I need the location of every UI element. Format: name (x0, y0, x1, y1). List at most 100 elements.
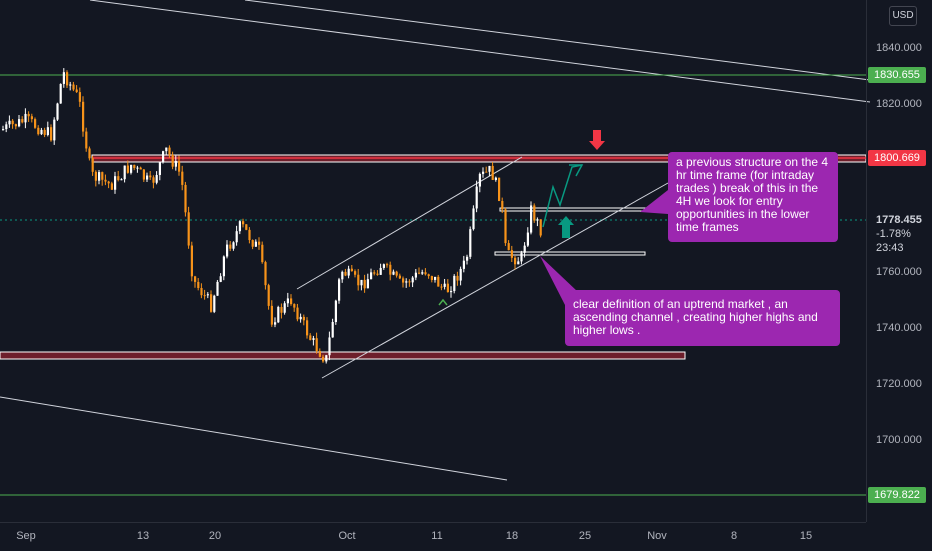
candle-body (107, 181, 110, 184)
candle-body (251, 240, 254, 247)
candle-body (354, 271, 357, 275)
current-price-change: -1.78% (876, 228, 911, 240)
candle-body (389, 264, 392, 275)
candle-body (526, 232, 529, 246)
price-tag-resistance: 1800.669 (868, 150, 926, 166)
candle-body (200, 287, 203, 296)
candle-body (126, 165, 129, 173)
candle-body (382, 264, 385, 268)
candle-body (299, 316, 302, 320)
candle-body (27, 113, 30, 117)
candle-body (178, 161, 181, 172)
candle-body (309, 335, 312, 340)
projection-path[interactable] (542, 164, 583, 228)
price-tag-lower-green: 1679.822 (868, 487, 926, 503)
candle-body (360, 279, 363, 286)
time-axis[interactable] (0, 522, 866, 551)
date-tick-label: 15 (799, 530, 813, 542)
candle-body (379, 267, 382, 275)
candlestick-series (2, 68, 542, 364)
candle-body (75, 89, 78, 93)
trendline-bottom[interactable] (0, 396, 508, 481)
candle-body (242, 221, 245, 225)
candle-body (373, 272, 376, 274)
candle-body (296, 307, 299, 320)
range-box-upper[interactable] (499, 207, 651, 212)
candle-body (133, 164, 136, 169)
candle-body (24, 113, 27, 123)
candle-body (485, 171, 488, 173)
candle-body (181, 171, 184, 185)
candle-body (491, 165, 494, 180)
candle-body (434, 276, 437, 280)
candle-body (53, 119, 56, 141)
candle-body (184, 184, 187, 213)
candle-body (482, 171, 485, 174)
candle-body (120, 179, 123, 181)
candle-body (155, 174, 158, 183)
candle-body (536, 219, 539, 221)
candle-body (290, 298, 293, 305)
candle-body (206, 294, 209, 296)
candle-body (14, 124, 17, 127)
candle-body (91, 158, 94, 172)
candle-body (270, 305, 273, 325)
candle-body (293, 304, 296, 308)
price-tick-label: 1820.000 (876, 98, 922, 110)
arrow-up-icon[interactable] (558, 216, 574, 238)
candle-body (498, 177, 501, 201)
candle-body (318, 351, 321, 357)
candle-body (517, 261, 520, 265)
candle-body (162, 151, 165, 163)
candle-body (62, 72, 65, 84)
candle-body (331, 321, 334, 338)
candle-body (245, 224, 248, 230)
candle-body (30, 116, 33, 120)
candle-body (254, 241, 257, 247)
channel-upper-line[interactable] (296, 156, 523, 290)
date-tick-label: 18 (505, 530, 519, 542)
candle-body (82, 101, 85, 132)
trendline-top-2[interactable] (244, 0, 871, 81)
candle-body (101, 172, 104, 180)
candle-body (392, 271, 395, 275)
candle-body (117, 176, 120, 181)
candle-body (376, 273, 379, 275)
candle-body (11, 120, 14, 125)
candle-body (261, 244, 264, 263)
candle-body (366, 279, 369, 289)
candle-body (363, 279, 366, 289)
candle-body (274, 322, 277, 325)
candle-body (488, 165, 491, 172)
annotation-channel-note[interactable]: clear definition of an uptrend market , … (565, 290, 840, 346)
currency-button[interactable]: USD (889, 6, 917, 26)
candle-body (478, 173, 481, 187)
candle-body (18, 119, 21, 127)
date-tick-label: Sep (16, 530, 36, 542)
candle-body (94, 171, 97, 181)
support-zone[interactable] (0, 351, 686, 360)
range-box-lower[interactable] (494, 251, 646, 256)
candle-body (414, 272, 417, 278)
arrow-down-icon[interactable] (589, 130, 605, 150)
candle-body (88, 148, 91, 159)
candle-body (533, 205, 536, 221)
candle-body (450, 291, 453, 293)
channel-lower-line[interactable] (321, 182, 669, 379)
candle-body (398, 275, 401, 279)
candle-body (43, 129, 46, 135)
candle-body (530, 205, 533, 233)
swing-marker (438, 298, 448, 306)
annotation-structure-note[interactable]: a previous structure on the 4 hr time fr… (668, 152, 838, 242)
candle-body (347, 268, 350, 276)
candle-body (325, 355, 328, 362)
candle-body (440, 286, 443, 288)
candle-body (146, 175, 149, 180)
trendline-top-1[interactable] (89, 0, 871, 103)
price-axis[interactable] (866, 0, 932, 522)
candle-body (466, 256, 469, 261)
candle-body (8, 120, 11, 125)
candle-body (226, 244, 229, 257)
candle-body (427, 274, 430, 277)
